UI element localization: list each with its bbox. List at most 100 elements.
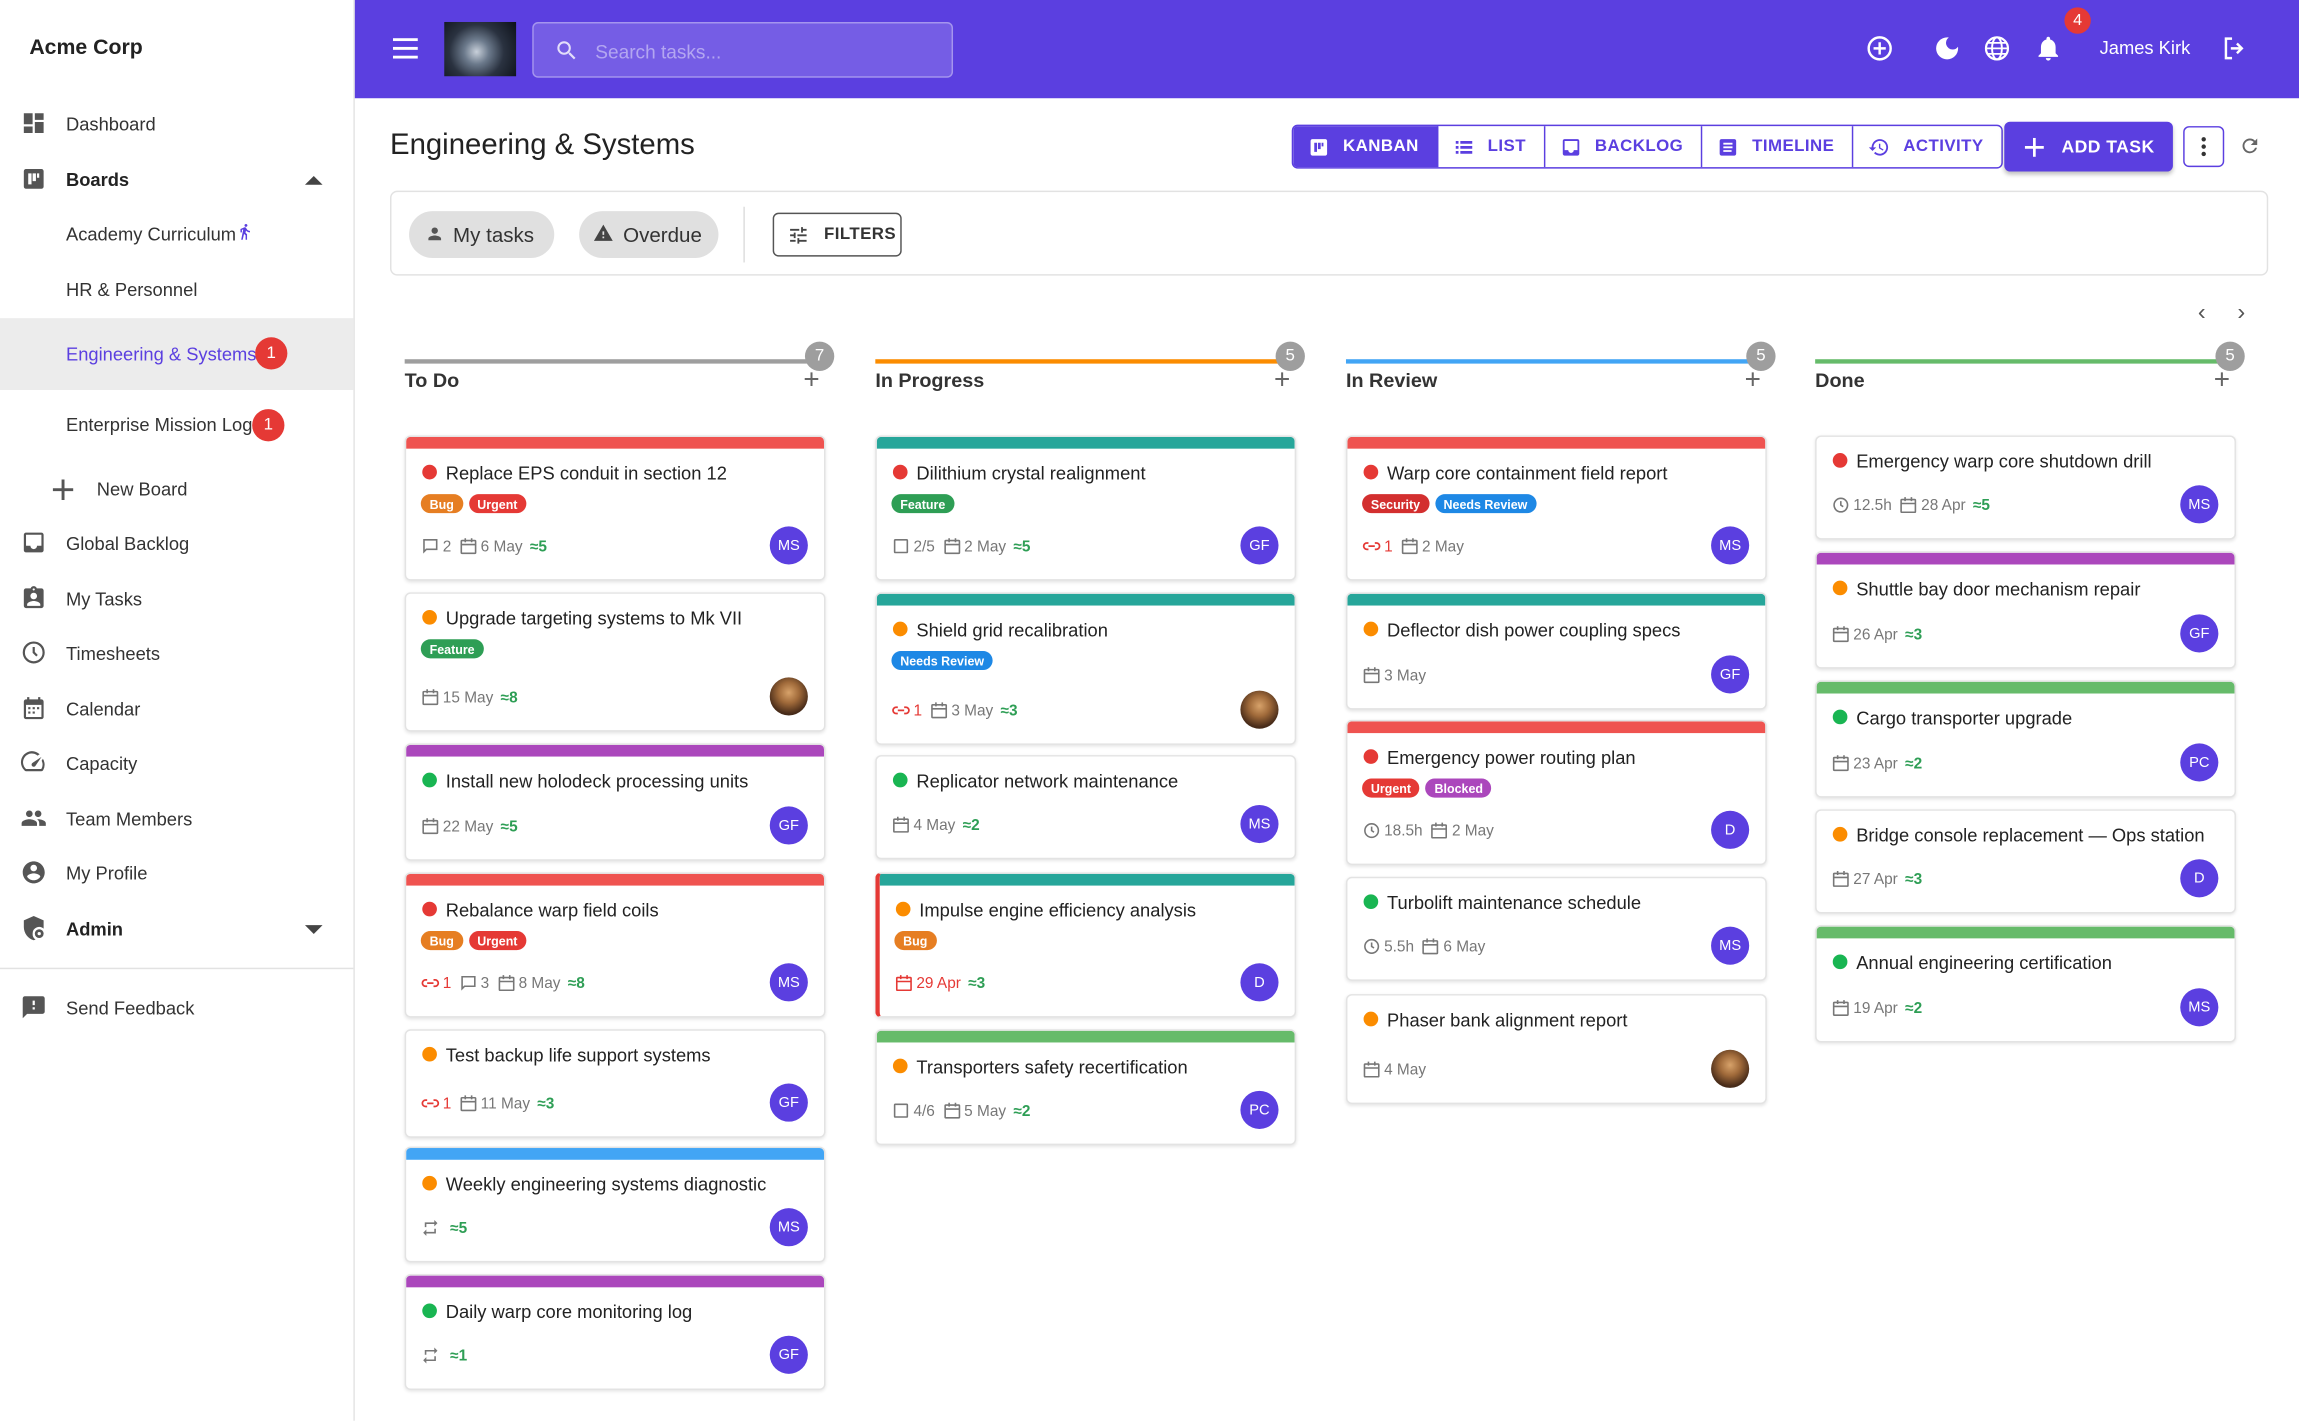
search-input[interactable]	[595, 36, 933, 66]
menu-icon[interactable]	[392, 38, 418, 59]
assignee-avatar[interactable]: MS	[1711, 526, 1750, 565]
task-card[interactable]: Install new holodeck processing units 22 …	[404, 743, 826, 861]
assignee-avatar[interactable]: D	[2180, 859, 2219, 898]
task-card[interactable]: Annual engineering certification 19 Apr ≈2…	[1815, 925, 2236, 1043]
scroll-right-icon[interactable]: ›	[2237, 300, 2246, 326]
dark-mode-icon[interactable]	[1932, 34, 1961, 63]
assignee-avatar[interactable]: MS	[2180, 988, 2219, 1027]
assignee-avatar[interactable]	[769, 677, 808, 716]
more-options-button[interactable]	[2183, 126, 2225, 168]
checklist-value: 4/6	[913, 1101, 935, 1120]
assignee-avatar[interactable]: GF	[769, 1335, 808, 1374]
search-box[interactable]	[532, 21, 954, 78]
time-logged-value: 5.5h	[1384, 937, 1415, 956]
logout-icon[interactable]	[2220, 34, 2249, 63]
my-tasks-chip[interactable]: My tasks	[409, 211, 555, 259]
card-title: Turbolift maintenance schedule	[1387, 892, 1642, 914]
filters-button[interactable]: FILTERS	[772, 212, 902, 257]
task-card[interactable]: Test backup life support systems 1 11 May ≈…	[404, 1029, 826, 1138]
overdue-chip[interactable]: Overdue	[579, 211, 719, 259]
sidebar-item-my-tasks[interactable]: My Tasks	[0, 572, 353, 628]
assignee-avatar[interactable]: PC	[1240, 1090, 1279, 1129]
assignee-avatar[interactable]: MS	[769, 963, 808, 1002]
tab-timeline[interactable]: TIMELINE	[1702, 126, 1854, 168]
task-card[interactable]: Emergency power routing plan Urgent Blocke…	[1345, 719, 1767, 866]
sidebar-item-engineering-systems[interactable]: Engineering & Systems 1	[0, 318, 354, 391]
chevron-down-icon[interactable]	[304, 924, 323, 936]
sidebar-item-academy-curriculum[interactable]: Academy Curriculum	[0, 207, 353, 263]
tab-list[interactable]: LIST	[1438, 126, 1546, 168]
sidebar-item-hr-personnel[interactable]: HR & Personnel	[0, 262, 353, 318]
card-color-strip	[876, 593, 1295, 606]
add-task-button[interactable]: ADD TASK	[2004, 121, 2173, 172]
user-name[interactable]: James Kirk	[2099, 38, 2191, 59]
task-card[interactable]: Transporters safety recertification 4/6 5 …	[875, 1029, 1297, 1146]
sidebar-item-enterprise-mission-log[interactable]: Enterprise Mission Log 1	[0, 397, 353, 453]
chevron-up-icon[interactable]	[304, 174, 323, 186]
task-card[interactable]: Shield grid recalibration Needs Review 1 3 …	[875, 592, 1297, 745]
refresh-icon[interactable]	[2239, 135, 2261, 157]
task-card[interactable]: Upgrade targeting systems to Mk VII Featu…	[404, 592, 826, 732]
task-card[interactable]: Cargo transporter upgrade 23 Apr ≈2 PC	[1815, 680, 2236, 798]
assignee-avatar[interactable]: MS	[1240, 804, 1279, 844]
task-card[interactable]: Replicator network maintenance 4 May ≈2 MS	[875, 755, 1297, 860]
card-title: Dilithium crystal realignment	[916, 463, 1146, 484]
sidebar-item-dashboard[interactable]: Dashboard	[0, 97, 353, 153]
add-card-plus-icon[interactable]: +	[2213, 365, 2231, 396]
task-card[interactable]: Bridge console replacement — Ops station…	[1815, 809, 2236, 914]
sidebar-item-global-backlog[interactable]: Global Backlog	[0, 516, 353, 572]
notifications-bell-icon[interactable]	[2034, 34, 2063, 63]
task-card[interactable]: Turbolift maintenance schedule 5.5h 6 May M…	[1345, 876, 1767, 981]
assignee-avatar[interactable]: GF	[2180, 614, 2219, 653]
scroll-left-icon[interactable]: ‹	[2197, 300, 2206, 326]
sidebar-item-timesheets[interactable]: Timesheets	[0, 626, 353, 682]
task-card[interactable]: Shuttle bay door mechanism repair 26 Apr ≈…	[1815, 551, 2236, 669]
sidebar-item-calendar[interactable]: Calendar	[0, 682, 353, 738]
task-card[interactable]: Emergency warp core shutdown drill 12.5h 2…	[1815, 435, 2236, 540]
new-board-button[interactable]: New Board	[0, 462, 353, 518]
assignee-avatar[interactable]: D	[1711, 810, 1750, 849]
task-card[interactable]: Replace EPS conduit in section 12 Bug Urge…	[404, 435, 826, 581]
assignee-avatar[interactable]: MS	[2180, 485, 2219, 524]
tab-activity[interactable]: ACTIVITY	[1853, 126, 2001, 167]
sidebar-item-team-members[interactable]: Team Members	[0, 792, 353, 848]
sidebar-item-boards[interactable]: Boards	[0, 152, 353, 208]
sidebar-item-capacity[interactable]: Capacity	[0, 736, 353, 792]
language-globe-icon[interactable]	[1982, 34, 2011, 63]
task-card[interactable]: Impulse engine efficiency analysis Bug 29 …	[875, 872, 1297, 1018]
task-card[interactable]: Phaser bank alignment report 4 May	[1345, 994, 1767, 1105]
assignee-avatar[interactable]: D	[1240, 963, 1279, 1002]
assignee-avatar[interactable]: PC	[2180, 743, 2219, 782]
task-card[interactable]: Warp core containment field report Securi…	[1345, 435, 1767, 581]
send-feedback-button[interactable]: Send Feedback	[0, 981, 353, 1037]
task-card[interactable]: Daily warp core monitoring log ≈1 GF	[404, 1274, 826, 1390]
task-card[interactable]: Deflector dish power coupling specs 3 May…	[1345, 592, 1767, 710]
add-card-plus-icon[interactable]: +	[803, 365, 820, 396]
sidebar-item-my-profile[interactable]: My Profile	[0, 846, 353, 902]
add-card-plus-icon[interactable]: +	[1273, 365, 1291, 396]
assignee-avatar[interactable]: GF	[1240, 526, 1279, 565]
assignee-avatar[interactable]: GF	[769, 1083, 808, 1122]
add-card-plus-icon[interactable]: +	[1744, 365, 1761, 396]
assignee-avatar[interactable]: GF	[769, 806, 808, 845]
repeat-icon	[423, 1220, 438, 1236]
assignee-avatar[interactable]: MS	[769, 526, 808, 565]
add-circle-icon[interactable]	[1865, 34, 1894, 63]
calendar-icon	[1832, 1000, 1849, 1016]
card-title: Emergency power routing plan	[1387, 747, 1636, 769]
assignee-avatar[interactable]	[1240, 690, 1279, 729]
card-title: Phaser bank alignment report	[1387, 1010, 1628, 1031]
sidebar-item-admin[interactable]: Admin	[0, 902, 353, 958]
dependency-links: 1	[421, 1094, 451, 1113]
assignee-avatar[interactable]	[1711, 1049, 1750, 1088]
assignee-avatar[interactable]: GF	[1711, 655, 1750, 694]
unread-badge: 1	[255, 337, 288, 370]
tab-backlog[interactable]: BACKLOG	[1545, 126, 1703, 168]
task-card[interactable]: Weekly engineering systems diagnostic ≈5 M…	[404, 1146, 826, 1263]
assignee-avatar[interactable]: MS	[769, 1208, 808, 1247]
board-cover-image[interactable]	[444, 21, 517, 77]
tab-kanban[interactable]: KANBAN	[1293, 126, 1438, 168]
assignee-avatar[interactable]: MS	[1711, 926, 1750, 965]
task-card[interactable]: Rebalance warp field coils Bug Urgent 1 3 8 M…	[404, 872, 826, 1018]
task-card[interactable]: Dilithium crystal realignment Feature 2/5 2…	[875, 435, 1297, 581]
